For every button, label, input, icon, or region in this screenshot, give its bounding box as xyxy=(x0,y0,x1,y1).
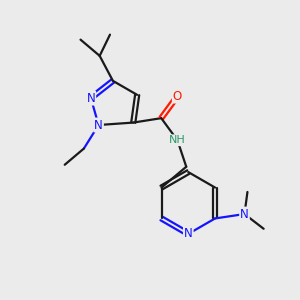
Text: NH: NH xyxy=(169,135,186,145)
Text: N: N xyxy=(86,92,95,105)
Text: N: N xyxy=(184,227,193,240)
Text: N: N xyxy=(240,208,249,220)
Text: N: N xyxy=(94,118,103,131)
Text: O: O xyxy=(173,90,182,103)
